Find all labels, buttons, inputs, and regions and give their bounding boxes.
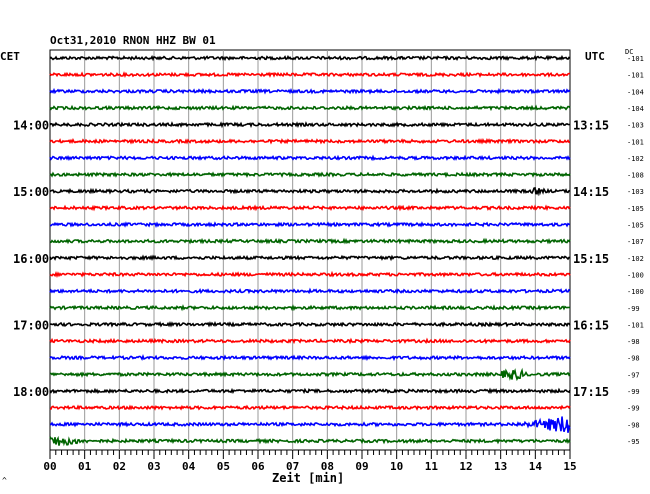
trace-row-18 (49, 353, 571, 362)
dc-offset-label: -102 (627, 255, 644, 263)
dc-offset-label: -95 (627, 438, 640, 446)
dc-offset-label: -98 (627, 338, 640, 346)
trace-row-23 (49, 435, 571, 447)
right-hour-label: 13:15 (573, 119, 609, 133)
dc-offset-label: -100 (627, 288, 644, 296)
x-tick-label: 08 (321, 460, 334, 473)
dc-offset-label: -98 (627, 421, 640, 429)
right-hour-label: 15:15 (573, 252, 609, 266)
dc-offset-header: DC (625, 48, 634, 56)
trace-row-12 (49, 254, 571, 262)
trace-row-22 (49, 416, 571, 433)
trace-row-3 (49, 104, 571, 112)
trace-row-8 (49, 187, 571, 197)
trace-row-16 (49, 320, 571, 328)
chart-title: Oct31,2010 RNON HHZ BW 01 (50, 34, 216, 47)
left-hour-label: 14:00 (13, 119, 49, 133)
left-hour-label: 18:00 (13, 385, 49, 399)
trace-row-2 (49, 87, 571, 95)
dc-offset-label: -103 (627, 188, 644, 196)
x-tick-label: 09 (355, 460, 368, 473)
dc-offset-label: -104 (627, 105, 644, 113)
right-hour-label: 14:15 (573, 185, 609, 199)
dc-offset-label: -101 (627, 138, 644, 146)
dc-offset-label: -108 (627, 172, 644, 180)
x-axis: 00 01 02 03 04 05 06 07 08 09 10 11 12 13 14 15 (43, 450, 577, 473)
trace-row-10 (50, 221, 571, 229)
trace-row-21 (49, 404, 571, 411)
x-tick-label: 02 (113, 460, 126, 473)
dc-offset-label: -107 (627, 238, 644, 246)
trace-row-17 (49, 337, 571, 345)
x-tick-label: 12 (459, 460, 472, 473)
x-tick-label: 04 (182, 460, 196, 473)
right-hour-label: 16:15 (573, 318, 609, 332)
trace-row-14 (49, 287, 571, 295)
trace-row-0 (49, 54, 571, 62)
dc-offset-label: -101 (627, 55, 644, 63)
cet-timezone-label: CET (0, 50, 20, 63)
left-hour-label: 16:00 (13, 252, 49, 266)
dc-offset-label: -97 (627, 371, 640, 379)
dc-offset-label: -98 (627, 355, 640, 363)
x-tick-label: 05 (217, 460, 230, 473)
dc-offset-label: -102 (627, 155, 644, 163)
trace-row-7 (49, 171, 571, 178)
dc-offset-label: -99 (627, 388, 640, 396)
x-tick-label: 14 (529, 460, 543, 473)
dc-offset-label: -105 (627, 205, 644, 213)
x-tick-label: 11 (425, 460, 439, 473)
dc-offset-label: -101 (627, 321, 644, 329)
x-tick-label: 06 (251, 460, 265, 473)
x-tick-label: 03 (147, 460, 160, 473)
left-hour-label: 17:00 (13, 318, 49, 332)
utc-timezone-label: UTC (585, 50, 605, 63)
corner-mark: ^ (2, 476, 7, 485)
trace-row-1 (49, 71, 571, 79)
x-tick-label: 15 (563, 460, 576, 473)
trace-row-4 (49, 121, 571, 129)
left-hour-label: 15:00 (13, 185, 49, 199)
dc-offset-label: -104 (627, 88, 644, 96)
dc-offset-label: -105 (627, 222, 644, 230)
trace-row-13 (49, 270, 571, 278)
dc-offset-label: -99 (627, 305, 640, 313)
right-hour-label: 17:15 (573, 385, 609, 399)
x-tick-label: 00 (43, 460, 56, 473)
trace-row-11 (49, 237, 571, 245)
trace-row-19 (49, 367, 571, 382)
x-tick-label: 10 (390, 460, 403, 473)
dc-offset-label: -103 (627, 122, 644, 130)
trace-row-20 (49, 387, 571, 395)
dc-offset-label: -100 (627, 271, 644, 279)
trace-row-6 (49, 154, 571, 162)
trace-row-9 (49, 204, 571, 212)
dc-offset-label: -99 (627, 405, 640, 413)
x-tick-label: 13 (494, 460, 507, 473)
trace-row-15 (49, 304, 571, 312)
dc-offset-label: -101 (627, 72, 644, 80)
x-axis-label: Zeit [min] (272, 471, 345, 485)
x-tick-label: 01 (78, 460, 92, 473)
x-tick-label: 07 (286, 460, 299, 473)
trace-row-5 (49, 137, 571, 145)
